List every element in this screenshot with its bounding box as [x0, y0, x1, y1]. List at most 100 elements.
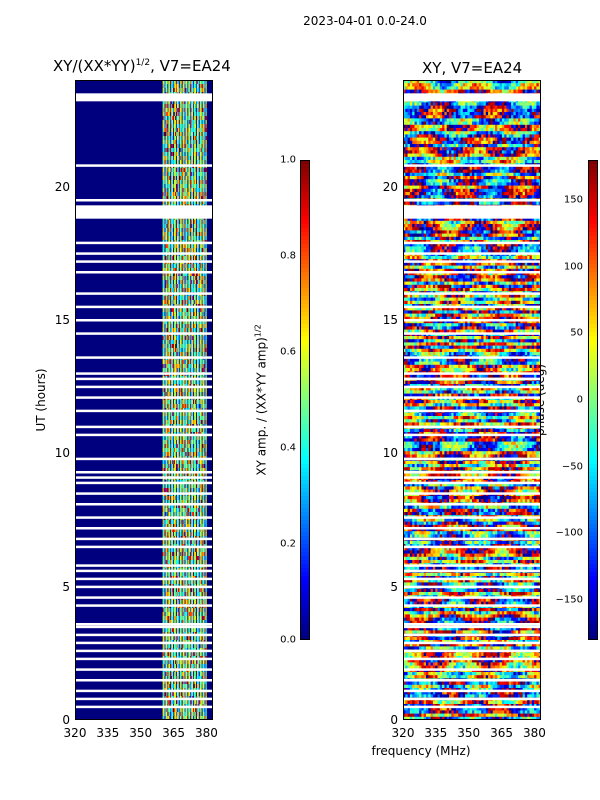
heatmap-cell [195, 436, 197, 441]
heatmap-cell [195, 484, 198, 489]
heatmap-cell [174, 348, 176, 353]
heatmap-cell [191, 80, 193, 85]
heatmap-cell [170, 100, 172, 105]
heatmap-cell [186, 352, 188, 357]
heatmap-cell [178, 364, 181, 369]
heatmap-cell [168, 144, 170, 149]
heatmap-cell [184, 488, 186, 493]
heatmap-cell [182, 316, 184, 321]
heatmap-cell [200, 296, 202, 301]
heatmap-cell [183, 336, 185, 341]
heatmap-cell [163, 368, 165, 373]
heatmap-cell [202, 496, 204, 501]
heatmap-cell [181, 228, 183, 233]
heatmap-cell [181, 140, 183, 145]
heatmap-cell [195, 296, 198, 301]
heatmap-cell [185, 468, 187, 473]
heatmap-cell [166, 316, 168, 321]
heatmap-cell [166, 180, 168, 185]
heatmap-cell [198, 344, 201, 349]
heatmap-cell [205, 256, 207, 261]
heatmap-cell [175, 168, 177, 173]
heatmap-cell [175, 84, 177, 89]
heatmap-cell [182, 200, 184, 205]
heatmap-cell [182, 140, 184, 145]
heatmap-cell [168, 220, 170, 225]
heatmap-cell [192, 488, 194, 493]
heatmap-cell [192, 388, 194, 393]
heatmap-cell [191, 116, 193, 121]
heatmap-cell [200, 272, 202, 277]
heatmap-cell [201, 84, 203, 89]
heatmap-cell [173, 120, 175, 125]
heatmap-cell [198, 196, 201, 201]
heatmap-cell [176, 284, 179, 289]
heatmap-cell [199, 448, 202, 453]
heatmap-cell [189, 132, 191, 137]
heatmap-cell [202, 236, 204, 241]
heatmap-cell [182, 228, 184, 233]
heatmap-cell [178, 88, 181, 93]
heatmap-cell [169, 364, 171, 369]
heatmap-cell [175, 104, 178, 109]
heatmap-cell [179, 484, 182, 489]
heatmap-cell [185, 200, 187, 205]
heatmap-cell [198, 256, 201, 261]
heatmap-cell [174, 340, 176, 345]
heatmap-cell [166, 428, 168, 433]
heatmap-cell [189, 488, 191, 493]
heatmap-cell [169, 512, 171, 517]
heatmap-cell [179, 156, 182, 161]
heatmap-cell [174, 100, 176, 105]
heatmap-cell [195, 152, 198, 157]
heatmap-cell [175, 192, 178, 197]
heatmap-cell [175, 88, 178, 93]
heatmap-cell [180, 156, 182, 161]
heatmap-cell [188, 404, 190, 409]
heatmap-cell [181, 488, 183, 493]
heatmap-cell [183, 508, 185, 513]
heatmap-cell [187, 160, 189, 165]
heatmap-cell [202, 168, 204, 173]
heatmap-cell [175, 168, 178, 173]
heatmap-cell [175, 464, 177, 469]
heatmap-cell [198, 496, 201, 501]
heatmap-cell [200, 184, 202, 189]
heatmap-cell [169, 88, 171, 93]
heatmap-cell [194, 428, 196, 433]
heatmap-cell [205, 172, 207, 177]
heatmap-cell [163, 320, 165, 325]
heatmap-cell [197, 244, 200, 249]
heatmap-cell [199, 504, 202, 509]
heatmap-cell [189, 116, 191, 121]
heatmap-cell [191, 180, 193, 185]
heatmap-cell [192, 412, 194, 417]
heatmap-cell [192, 400, 194, 405]
heatmap-cell [174, 308, 176, 313]
heatmap-cell [194, 84, 196, 89]
heatmap-cell [175, 504, 178, 509]
heatmap-cell [195, 412, 198, 417]
heatmap-cell [165, 380, 167, 385]
heatmap-cell [179, 192, 182, 197]
heatmap-cell [173, 268, 175, 273]
heatmap-cell [204, 284, 206, 289]
heatmap-cell [179, 168, 182, 173]
heatmap-cell [191, 300, 193, 305]
heatmap-cell [201, 416, 203, 421]
heatmap-cell [204, 224, 206, 229]
heatmap-cell [176, 228, 179, 233]
heatmap-cell [165, 316, 167, 321]
heatmap-cell [178, 512, 181, 517]
heatmap-cell [163, 228, 165, 233]
heatmap-cell [180, 312, 182, 317]
heatmap-cell [164, 184, 166, 189]
heatmap-cell [162, 172, 164, 177]
heatmap-cell [170, 144, 172, 149]
heatmap-cell [169, 328, 171, 333]
heatmap-cell [163, 508, 165, 513]
heatmap-cell [167, 400, 169, 405]
heatmap-cell [169, 272, 171, 277]
heatmap-cell [181, 172, 183, 177]
heatmap-cell [164, 336, 166, 341]
